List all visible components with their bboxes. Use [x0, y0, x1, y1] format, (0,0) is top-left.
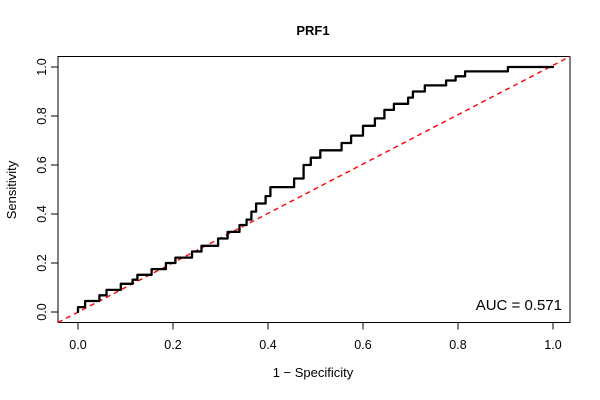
x-tick-label: 0.8 [449, 338, 466, 352]
x-tick-label: 1.0 [544, 338, 561, 352]
x-tick-label: 0.6 [354, 338, 371, 352]
chart-title: PRF1 [296, 23, 329, 38]
series-layer [57, 55, 571, 324]
plot-box [57, 56, 571, 323]
y-tick-label: 1.0 [35, 58, 49, 75]
y-axis-title: Sensitivity [4, 160, 19, 219]
y-tick-label: 0.0 [35, 303, 49, 320]
diagonal-reference-line [57, 55, 571, 324]
x-tick-label: 0.4 [259, 338, 276, 352]
x-axis-title: 1 − Specificity [273, 365, 354, 380]
axes-layer: 0.0 0.2 0.4 0.6 0.8 1.0 0.0 0.2 0.4 0.6 0.8 1.0 [35, 56, 571, 352]
y-tick-label: 0.2 [35, 254, 49, 271]
y-tick-label: 0.4 [35, 205, 49, 222]
roc-curve-path [76, 65, 555, 314]
auc-annotation: AUC = 0.571 [476, 297, 562, 314]
x-tick-label: 0.2 [164, 338, 181, 352]
x-tick-label: 0.0 [69, 338, 86, 352]
y-tick-label: 0.6 [35, 156, 49, 173]
y-tick-label: 0.8 [35, 107, 49, 124]
